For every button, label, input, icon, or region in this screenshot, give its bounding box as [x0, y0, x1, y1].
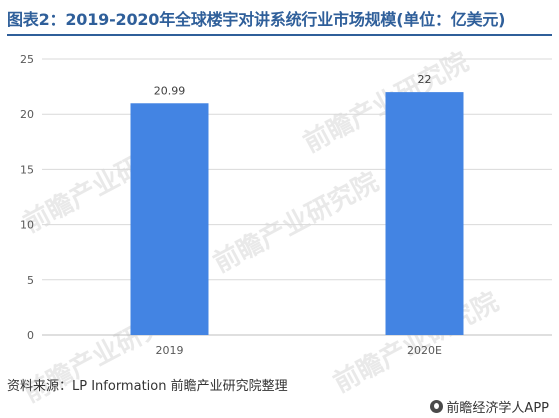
y-tick-label: 25: [20, 53, 34, 66]
chart-title: 图表2：2019-2020年全球楼宇对讲系统行业市场规模(单位：亿美元): [7, 10, 506, 29]
y-tick-label: 10: [20, 219, 34, 232]
title-underline: [7, 34, 552, 36]
y-tick-label: 15: [20, 163, 34, 176]
logo-text: 前瞻经济学人APP: [446, 401, 549, 416]
x-axis-ticks: 2019 2020E: [156, 344, 443, 357]
y-tick-label: 0: [27, 329, 34, 342]
y-tick-label: 5: [27, 274, 34, 287]
y-tick-label: 20: [20, 108, 34, 121]
data-labels: 20.99 22: [154, 73, 432, 97]
x-tick-label: 2019: [156, 344, 184, 357]
data-label: 20.99: [154, 84, 186, 97]
bars: [130, 92, 464, 336]
bar-2019: [130, 103, 209, 335]
app-logo: 前瞻经济学人APP: [430, 397, 549, 416]
source-note: 资料来源：LP Information 前瞻产业研究院整理: [7, 379, 288, 394]
logo-icon: [430, 400, 444, 413]
x-tick-label: 2020E: [407, 344, 442, 357]
gridlines: [42, 58, 552, 336]
data-label: 22: [418, 73, 432, 86]
bar-2020E: [385, 92, 464, 336]
watermark-text: 前瞻产业研究院: [208, 166, 383, 279]
y-axis-ticks: 0 5 10 15 20 25: [20, 53, 34, 342]
